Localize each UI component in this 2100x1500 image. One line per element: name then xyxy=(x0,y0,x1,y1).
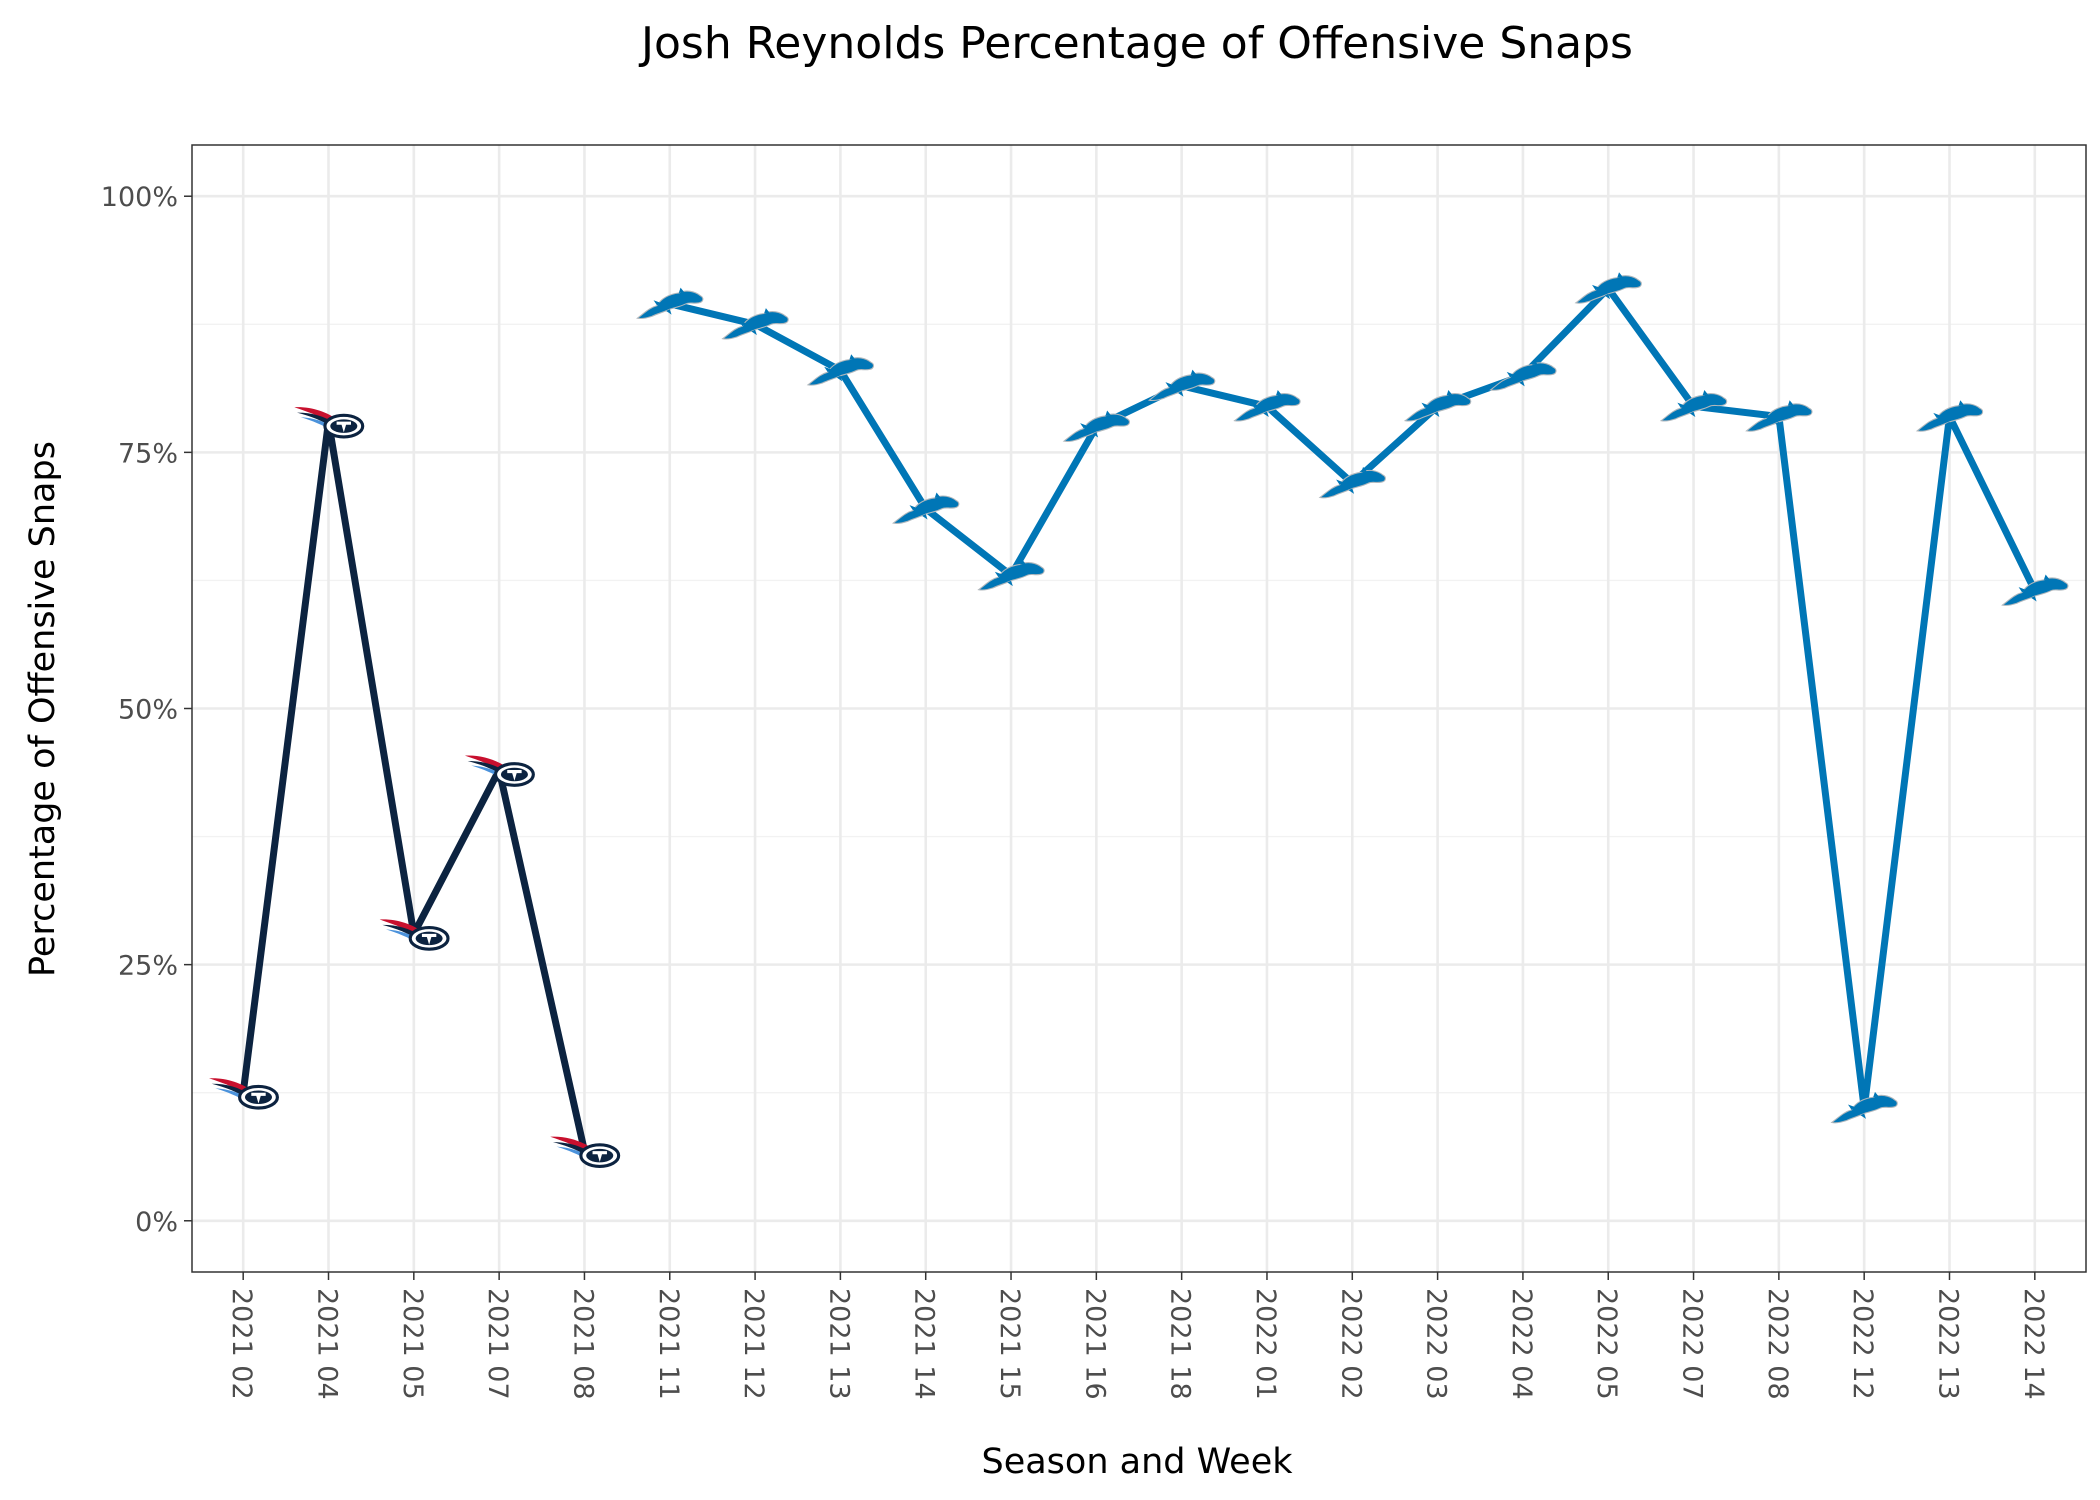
chart-title: Josh Reynolds Percentage of Offensive Sn… xyxy=(638,18,1633,69)
x-tick-label: 2021 12 xyxy=(738,1288,769,1400)
x-tick-label: 2022 01 xyxy=(1250,1288,1281,1400)
x-axis: 2021 02 2021 04 2021 05 2021 07 2021 08 2021 … xyxy=(226,1272,2049,1400)
x-tick-label: 2022 07 xyxy=(1677,1288,1708,1400)
x-tick-label: 2021 04 xyxy=(312,1288,343,1400)
x-tick-label: 2021 15 xyxy=(994,1288,1025,1400)
x-tick-label: 2022 13 xyxy=(1932,1288,1963,1400)
x-tick-label: 2021 18 xyxy=(1165,1288,1196,1400)
y-tick-label: 25% xyxy=(118,951,178,982)
major-gridlines xyxy=(192,145,2086,1272)
x-tick-label: 2022 04 xyxy=(1506,1288,1537,1400)
y-axis-title: Percentage of Offensive Snaps xyxy=(23,441,63,977)
x-tick-label: 2022 12 xyxy=(1847,1288,1878,1400)
x-tick-label: 2021 07 xyxy=(482,1288,513,1400)
x-tick-label: 2021 13 xyxy=(823,1288,854,1400)
x-tick-label: 2022 02 xyxy=(1335,1288,1366,1400)
x-tick-label: 2021 11 xyxy=(653,1288,684,1400)
x-tick-label: 2021 08 xyxy=(567,1288,598,1400)
y-tick-label: 0% xyxy=(135,1207,178,1238)
x-tick-label: 2022 05 xyxy=(1591,1288,1622,1400)
x-axis-title: Season and Week xyxy=(981,1442,1293,1482)
y-tick-label: 50% xyxy=(118,695,178,726)
x-tick-label: 2022 08 xyxy=(1762,1288,1793,1400)
y-tick-label: 75% xyxy=(118,438,178,469)
y-axis: 0% 25% 50% 75% 100% xyxy=(101,182,192,1238)
x-tick-label: 2021 05 xyxy=(397,1288,428,1400)
x-tick-label: 2021 16 xyxy=(1079,1288,1110,1400)
x-tick-label: 2022 14 xyxy=(2018,1288,2049,1400)
x-tick-label: 2022 03 xyxy=(1421,1288,1452,1400)
minor-gridlines xyxy=(192,323,2086,1094)
y-tick-label: 100% xyxy=(101,182,178,213)
x-tick-label: 2021 02 xyxy=(226,1288,257,1400)
x-tick-label: 2021 14 xyxy=(909,1288,940,1400)
